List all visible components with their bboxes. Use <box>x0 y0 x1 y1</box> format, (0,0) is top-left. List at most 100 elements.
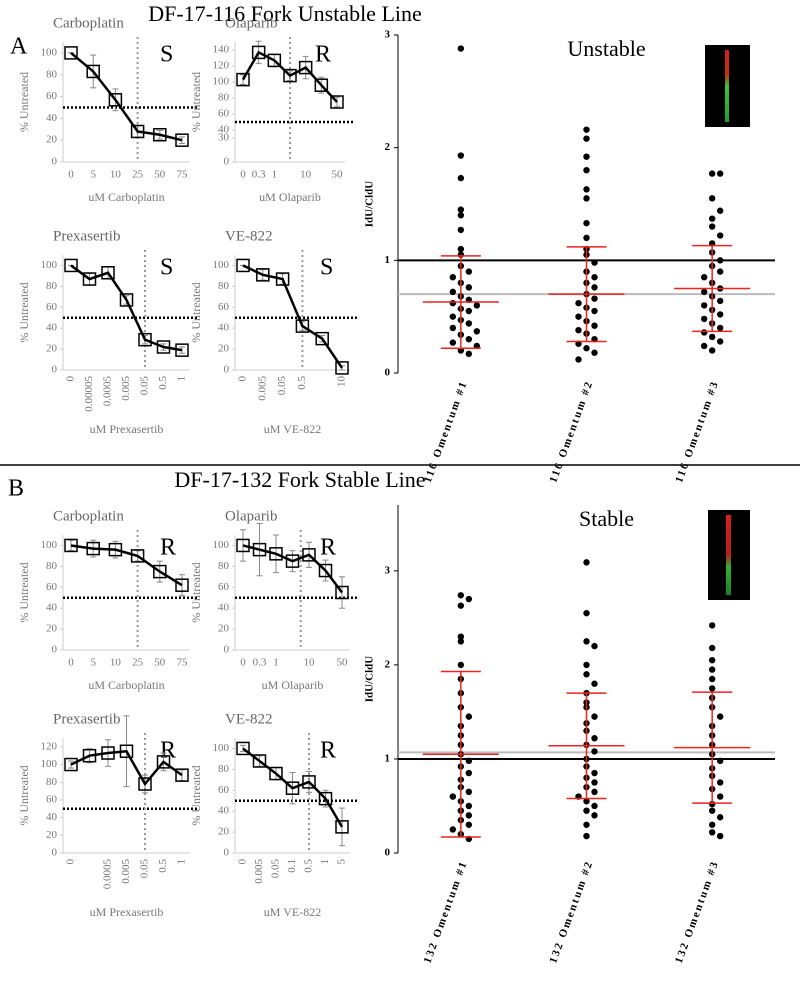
data-point <box>708 223 716 230</box>
y-tick-label: 0 <box>224 156 230 168</box>
x-tick-label: 0 <box>65 859 77 865</box>
y-tick-label: 100 <box>213 742 230 754</box>
data-point <box>335 820 349 834</box>
y-tick-label: 0 <box>224 847 230 859</box>
data-point <box>583 798 590 805</box>
x-tick-label: 75 <box>177 169 189 181</box>
y-axis-label: % Untreated <box>17 765 31 825</box>
data-point <box>465 713 473 720</box>
data-point <box>583 186 590 193</box>
x-tick-label: 10 <box>110 657 122 669</box>
annotation: R <box>320 535 336 561</box>
data-point <box>457 174 465 182</box>
data-point <box>101 266 115 280</box>
y-tick-label: 80 <box>46 68 58 80</box>
y-tick-label: 0 <box>52 847 58 859</box>
x-tick-label: 25 <box>132 657 144 669</box>
data-point <box>583 559 590 566</box>
data-point <box>457 152 465 159</box>
data-point <box>708 170 716 177</box>
x-tick-label: 0.00005 <box>83 376 95 412</box>
x-tick-label: 0 <box>65 376 77 382</box>
x-axis-label: uM Olaparib <box>259 190 321 204</box>
data-point <box>138 777 152 791</box>
data-point <box>465 307 473 315</box>
x-tick-label: 0.05 <box>139 859 151 879</box>
annotation: Stable <box>579 506 634 531</box>
y-tick-label: 20 <box>218 826 230 838</box>
data-point <box>108 542 123 557</box>
data-point <box>64 46 78 60</box>
series-line <box>70 749 183 787</box>
annotation: Unstable <box>567 36 645 61</box>
x-tick-label: 116 Omentum #1 <box>422 379 470 485</box>
y-tick-label: 0 <box>224 364 230 376</box>
data-point <box>256 268 270 282</box>
data-point <box>275 272 290 286</box>
data-point <box>716 324 724 332</box>
x-tick-label: 0 <box>240 169 246 181</box>
data-point <box>153 127 167 142</box>
y-tick-label: 3 <box>385 564 391 576</box>
y-tick-label: 20 <box>218 343 230 355</box>
data-point <box>457 206 465 213</box>
data-point <box>457 661 465 669</box>
data-point <box>575 313 582 320</box>
y-tick-label: 2 <box>385 141 391 153</box>
data-point <box>591 284 598 291</box>
x-tick-label: 0.05 <box>276 376 288 396</box>
x-tick-label: 0.05 <box>270 859 282 879</box>
x-tick-label: 5 <box>90 657 96 669</box>
data-point <box>315 331 329 346</box>
data-point <box>108 93 123 107</box>
data-point <box>175 578 189 592</box>
data-point <box>473 328 481 335</box>
y-tick-label: 30 <box>218 132 230 144</box>
data-point <box>82 748 97 763</box>
data-point <box>119 744 134 759</box>
data-point <box>708 821 716 828</box>
data-point <box>716 814 724 821</box>
data-point <box>583 832 590 840</box>
data-point <box>465 802 473 810</box>
x-tick-label: 50 <box>337 657 349 669</box>
data-point <box>269 547 283 561</box>
series-line <box>70 264 183 352</box>
chart-title: VE-822 <box>225 228 273 244</box>
chart-title: Carboplatin <box>53 508 124 524</box>
data-point <box>708 644 716 652</box>
x-tick-label: 50 <box>154 657 166 669</box>
fiber <box>725 50 729 122</box>
data-point <box>716 338 724 345</box>
x-tick-label: 0.005 <box>120 859 132 884</box>
y-tick-label: 100 <box>41 46 58 58</box>
data-point <box>465 268 473 275</box>
series-line <box>242 264 344 369</box>
data-point <box>591 274 598 281</box>
data-point <box>700 302 708 309</box>
data-point <box>708 656 716 664</box>
data-point <box>708 685 716 692</box>
y-tick-label: 20 <box>218 623 230 635</box>
x-tick-label: 0.0005 <box>102 376 114 407</box>
x-tick-label: 10 <box>300 169 312 181</box>
y-tick-label: 0 <box>52 364 58 376</box>
data-point <box>252 542 267 557</box>
data-point <box>583 153 590 160</box>
data-point <box>465 821 473 828</box>
data-point <box>591 713 598 720</box>
data-point <box>716 297 724 305</box>
data-point <box>575 299 582 307</box>
data-point <box>465 757 473 765</box>
data-point <box>64 538 78 553</box>
series-line <box>241 50 338 103</box>
data-point <box>457 226 465 234</box>
data-point <box>583 821 590 828</box>
y-tick-label: 60 <box>46 90 58 102</box>
data-point <box>583 135 590 142</box>
annotation: R <box>320 738 336 764</box>
data-point <box>591 748 598 755</box>
data-point <box>583 234 590 241</box>
y-axis-label: % Untreated <box>17 72 31 132</box>
data-point <box>716 170 724 177</box>
